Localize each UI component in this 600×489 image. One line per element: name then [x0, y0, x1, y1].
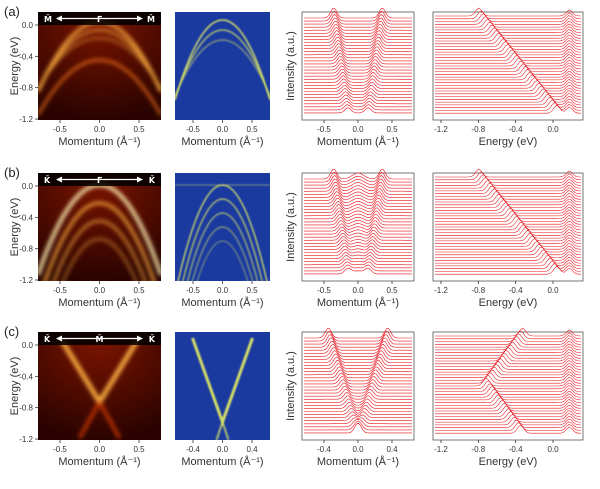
direction-label-center: Γ̄ [97, 15, 102, 24]
momentum-tick: -0.5 [317, 125, 331, 134]
momentum-tick: -0.4 [317, 445, 331, 454]
energy-tick: -0.4 [19, 372, 33, 381]
energy-tick: -0.8 [471, 286, 485, 295]
energy-tick: 0.0 [547, 125, 559, 134]
energy-tick: -0.4 [19, 52, 33, 61]
momentum-tick: -0.5 [186, 286, 200, 295]
energy-axis-label: Energy (eV) [9, 357, 21, 416]
momentum-axis-label: Momentum (Å⁻¹) [58, 296, 140, 309]
momentum-tick: 0.0 [94, 445, 106, 454]
momentum-axis-label: Momentum (Å⁻¹) [317, 296, 399, 309]
direction-label-center: M̄ [96, 334, 104, 344]
arpes-map: K̄ Γ̄ K̄ 0.0 -0.4 -0.8 -1.2 -0.5 0.0 0.5 Energy (e… [9, 173, 161, 309]
direction-label-right: K̄ [149, 334, 156, 344]
momentum-tick: -0.5 [53, 125, 67, 134]
energy-tick: -0.4 [19, 213, 33, 222]
momentum-tick: 0.5 [246, 125, 258, 134]
panel-row-3: (c) K̄ M̄ K̄ 0.0 -0.4 -0.8 -1.2 -0.5 0.0 0.5 Energy… [4, 324, 584, 468]
energy-tick: -1.2 [19, 115, 33, 124]
direction-label-left: K̄ [44, 175, 51, 185]
momentum-tick: -0.5 [53, 286, 67, 295]
energy-tick: -0.8 [19, 245, 33, 254]
momentum-tick: -0.5 [317, 286, 331, 295]
momentum-tick: 0.0 [94, 286, 106, 295]
momentum-tick: 0.5 [133, 125, 145, 134]
momentum-tick: -0.5 [186, 125, 200, 134]
arpes-map: M̄ Γ̄ M̄ 0.0 -0.4 -0.8 -1.2 -0.5 0.0 0.5 Energy (e… [9, 12, 161, 148]
panel-label: (c) [4, 324, 19, 339]
energy-tick: 0.0 [22, 341, 34, 350]
panel-row-1: (a) M̄ Γ̄ M̄ 0.0 -0.4 -0.8 -1.2 -0.5 0.0 0.5 Energy… [4, 4, 584, 148]
direction-label-right: M̄ [147, 14, 155, 24]
momentum-tick: 0.5 [133, 286, 145, 295]
momentum-tick: -0.4 [186, 445, 200, 454]
edc-stack: -1.2 -0.8 -0.4 0.0 Energy (eV) [432, 168, 584, 309]
energy-axis-label: Energy (eV) [479, 456, 538, 468]
momentum-tick: 0.0 [217, 286, 229, 295]
momentum-axis-label: Momentum (Å⁻¹) [181, 296, 263, 309]
momentum-tick: 0.0 [94, 125, 106, 134]
momentum-tick: 0.4 [386, 445, 398, 454]
momentum-tick: 0.5 [246, 286, 258, 295]
energy-axis-label: Energy (eV) [479, 297, 538, 309]
momentum-tick: 0.0 [217, 445, 229, 454]
mdc-stack: -0.5 0.0 0.5 Intensity (a.u.) Momentum (Å⁻¹) [285, 169, 415, 309]
energy-tick: 0.0 [547, 286, 559, 295]
energy-tick: -0.4 [509, 445, 523, 454]
energy-tick: 0.0 [22, 21, 34, 30]
energy-tick: -0.4 [509, 286, 523, 295]
energy-tick: 0.0 [22, 182, 34, 191]
edc-stack: -1.2 -0.8 -0.4 0.0 Energy (eV) [432, 7, 584, 148]
energy-axis-label: Energy (eV) [479, 136, 538, 148]
panel-label: (b) [4, 165, 20, 180]
arpes-map: K̄ M̄ K̄ 0.0 -0.4 -0.8 -1.2 -0.5 0.0 0.5 Energy (e… [9, 332, 161, 468]
energy-tick: -0.8 [19, 404, 33, 413]
mdc-stack: -0.5 0.0 0.5 Intensity (a.u.) Momentum (Å⁻¹) [285, 8, 415, 148]
energy-tick: -1.2 [19, 276, 33, 285]
energy-tick: -1.2 [434, 286, 448, 295]
momentum-axis-label: Momentum (Å⁻¹) [317, 135, 399, 148]
energy-tick: -1.2 [434, 125, 448, 134]
direction-label-right: K̄ [149, 175, 156, 185]
energy-tick: -0.4 [509, 125, 523, 134]
momentum-axis-label: Momentum (Å⁻¹) [58, 135, 140, 148]
momentum-tick: -0.5 [53, 445, 67, 454]
momentum-tick: 0.5 [386, 125, 398, 134]
momentum-axis-label: Momentum (Å⁻¹) [181, 455, 263, 468]
momentum-tick: 0.0 [352, 286, 364, 295]
momentum-tick: 0.5 [386, 286, 398, 295]
direction-label-left: M̄ [44, 14, 52, 24]
momentum-tick: 0.0 [217, 125, 229, 134]
energy-tick: -1.2 [434, 445, 448, 454]
energy-tick: -0.8 [471, 125, 485, 134]
momentum-tick: 0.5 [133, 445, 145, 454]
momentum-tick: 0.0 [352, 125, 364, 134]
panel-row-2: (b) K̄ Γ̄ K̄ 0.0 -0.4 -0.8 -1.2 -0.5 0.0 0.5 Energy… [4, 165, 584, 309]
momentum-tick: 0.0 [352, 445, 364, 454]
momentum-axis-label: Momentum (Å⁻¹) [181, 135, 263, 148]
intensity-axis-label: Intensity (a.u.) [285, 351, 297, 421]
edc-stack: -1.2 -0.8 -0.4 0.0 Energy (eV) [432, 327, 584, 468]
direction-label-center: Γ̄ [97, 176, 102, 185]
energy-tick: -1.2 [19, 435, 33, 444]
mdc-stack: -0.4 0.0 0.4 Intensity (a.u.) Momentum (Å⁻¹) [285, 328, 415, 468]
intensity-axis-label: Intensity (a.u.) [285, 31, 297, 101]
intensity-axis-label: Intensity (a.u.) [285, 192, 297, 262]
momentum-tick: 0.4 [246, 445, 258, 454]
momentum-axis-label: Momentum (Å⁻¹) [317, 455, 399, 468]
energy-axis-label: Energy (eV) [9, 37, 21, 96]
energy-tick: -0.8 [471, 445, 485, 454]
energy-tick: 0.0 [547, 445, 559, 454]
momentum-axis-label: Momentum (Å⁻¹) [58, 455, 140, 468]
energy-axis-label: Energy (eV) [9, 198, 21, 257]
panel-label: (a) [4, 4, 20, 19]
direction-label-left: K̄ [44, 334, 51, 344]
energy-tick: -0.8 [19, 84, 33, 93]
